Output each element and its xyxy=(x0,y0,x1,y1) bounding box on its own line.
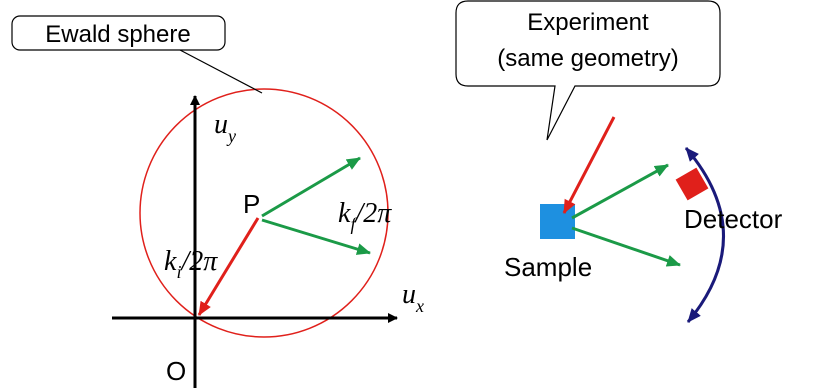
page: {"ewald": {"callout": "Ewald sphere", "u… xyxy=(0,0,816,388)
label-base: u xyxy=(214,109,228,140)
point-label: P xyxy=(243,189,260,219)
callout-pointer xyxy=(180,50,262,93)
detector-label: Detector xyxy=(684,204,783,234)
label-rest: /2π xyxy=(353,198,392,229)
origin-label: O xyxy=(166,356,186,386)
sample-label: Sample xyxy=(504,252,592,282)
callout-text: (same geometry) xyxy=(497,45,678,72)
label-base: k xyxy=(338,198,351,229)
label-base: k xyxy=(164,246,177,277)
diagram: Ewald sphere uy ux P O ki/2π kf/2π Exper… xyxy=(0,0,816,388)
axis-label: ux xyxy=(402,279,424,316)
label-sub: y xyxy=(226,126,236,146)
vector-label: kf/2π xyxy=(338,198,392,234)
axis-label: uy xyxy=(214,109,236,146)
callout-text: Experiment xyxy=(527,9,649,36)
sample xyxy=(540,204,575,239)
label-sub: x xyxy=(415,296,424,316)
label-base: u xyxy=(402,279,416,310)
ewald-circle xyxy=(140,89,388,337)
callout-text: Ewald sphere xyxy=(45,21,190,48)
vector-label: ki/2π xyxy=(164,246,218,282)
label-rest: /2π xyxy=(179,246,218,277)
